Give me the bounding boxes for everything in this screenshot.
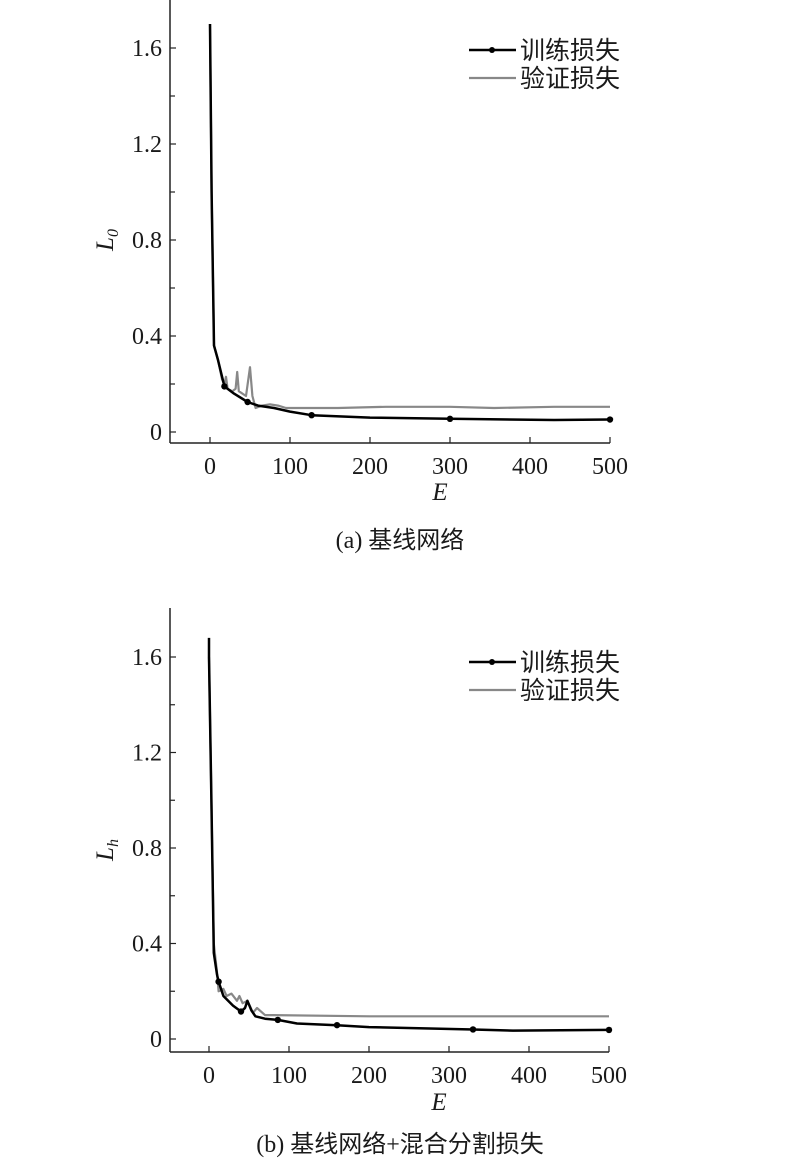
x-tick-label: 300 — [432, 454, 468, 480]
y-axis-label: Lh — [92, 839, 122, 862]
y-tick-label: 1.2 — [132, 741, 162, 767]
series-marker — [215, 978, 222, 985]
series-marker — [469, 1026, 477, 1033]
series-marker — [244, 398, 251, 406]
y-tick-label: 1.6 — [132, 645, 162, 671]
x-tick-label: 500 — [592, 454, 628, 480]
y-tick-label: 0.8 — [132, 836, 162, 862]
series-line-0 — [208, 23, 611, 422]
legend-label-1: 验证损失 — [520, 65, 620, 93]
x-tick-label: 0 — [204, 454, 216, 480]
y-tick-label: 0.4 — [132, 932, 162, 958]
y-axis-label-main: L — [92, 237, 119, 252]
legend-label-1: 验证损失 — [520, 677, 620, 705]
y-tick-label: 1.2 — [132, 132, 162, 158]
x-tick-label: 400 — [512, 454, 548, 480]
legend-marker — [489, 659, 495, 665]
series-line-1 — [207, 656, 609, 1018]
panel-caption: (a) 基线网络 — [336, 527, 465, 554]
legend-marker — [489, 47, 495, 53]
y-tick-label: 0.4 — [132, 324, 162, 350]
y-tick-label: 0.8 — [132, 228, 162, 254]
legend-label-0: 训练损失 — [520, 37, 620, 65]
series-marker — [221, 383, 228, 390]
y-axis-label-subscript: 0 — [105, 229, 122, 237]
y-tick-label: 0 — [150, 420, 162, 446]
series-marker — [333, 1021, 341, 1029]
series-marker — [274, 1016, 281, 1024]
x-tick-label: 200 — [352, 454, 388, 480]
series-line-0 — [207, 637, 610, 1032]
series-marker — [606, 416, 614, 423]
panel-caption: (b) 基线网络+混合分割损失 — [256, 1131, 544, 1158]
x-tick-label: 100 — [271, 1063, 307, 1089]
series-marker — [446, 415, 454, 422]
series-marker — [605, 1026, 613, 1034]
series-marker — [237, 1008, 245, 1015]
x-tick-label: 200 — [351, 1063, 387, 1089]
y-tick-label: 1.6 — [132, 36, 162, 62]
y-axis-label-main: L — [92, 847, 119, 862]
series-marker — [308, 412, 315, 419]
y-axis-label-subscript: h — [105, 839, 122, 847]
x-axis-label: E — [431, 479, 447, 506]
x-tick-label: 100 — [272, 454, 308, 480]
x-axis-label: E — [430, 1089, 446, 1116]
y-tick-label: 0 — [150, 1027, 162, 1053]
x-tick-label: 500 — [591, 1063, 627, 1089]
x-tick-label: 300 — [431, 1063, 467, 1089]
x-tick-label: 0 — [203, 1063, 215, 1089]
legend-label-0: 训练损失 — [520, 649, 620, 677]
y-axis-label: L0 — [92, 229, 122, 252]
x-tick-label: 400 — [511, 1063, 547, 1089]
